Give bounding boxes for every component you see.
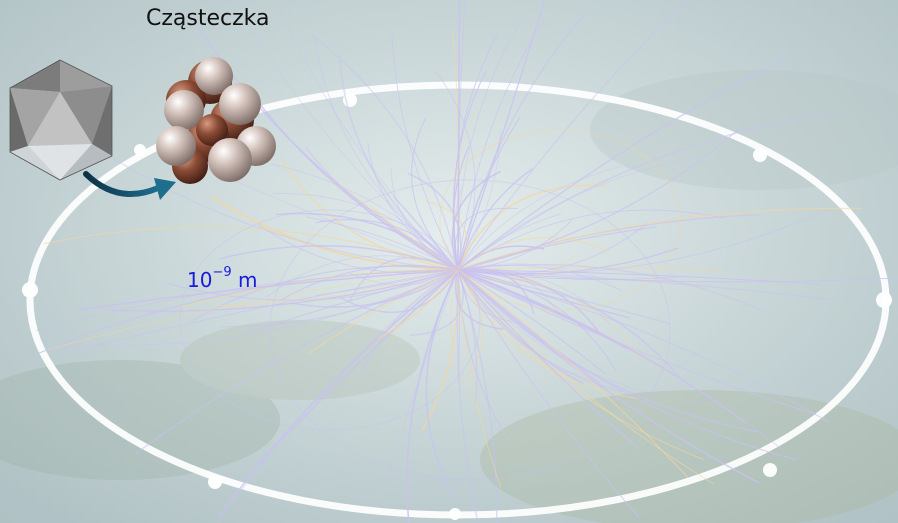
particle-track xyxy=(456,269,479,523)
particle-track xyxy=(457,266,724,271)
particle-track xyxy=(281,264,459,301)
particle-track xyxy=(425,269,459,498)
particle-track xyxy=(266,255,459,298)
particle-tracks xyxy=(34,0,898,523)
particle-track xyxy=(457,166,622,271)
particle-track xyxy=(457,269,640,518)
particle-track xyxy=(391,35,459,271)
particle-track xyxy=(457,268,535,314)
particle-track xyxy=(315,269,459,296)
particle-track xyxy=(457,269,606,374)
particle-track xyxy=(457,269,502,488)
particle-track xyxy=(457,269,584,385)
icosahedron-icon xyxy=(9,59,113,181)
particle-track xyxy=(457,269,630,319)
particle-track xyxy=(457,0,546,271)
particle-track xyxy=(179,269,459,309)
particle-track xyxy=(276,212,459,271)
particle-track xyxy=(191,17,459,271)
particle-track xyxy=(457,130,501,271)
particle-track xyxy=(457,247,679,275)
particle-track xyxy=(311,269,459,409)
particle-track xyxy=(245,84,459,271)
particle-track xyxy=(457,269,670,325)
particle-track xyxy=(457,269,689,479)
particle-track xyxy=(457,269,617,372)
scale-base: 10 xyxy=(187,268,213,292)
particle-track xyxy=(111,269,459,312)
particle-track xyxy=(454,207,518,271)
particle-track xyxy=(76,269,459,311)
particle-track xyxy=(457,269,601,384)
molecule-icon xyxy=(156,57,276,184)
particle-track xyxy=(457,58,786,271)
particle-track xyxy=(457,111,839,271)
particle-track xyxy=(43,226,459,271)
particle-track-loop xyxy=(439,129,681,311)
particle-track xyxy=(69,269,459,353)
particle-track xyxy=(218,269,459,518)
molecule-title: Cząsteczka xyxy=(146,6,270,31)
particle-track xyxy=(457,128,740,271)
particle-track xyxy=(36,269,459,332)
particle-track xyxy=(290,269,459,308)
particle-track-loop xyxy=(179,209,481,431)
particle-track-loop xyxy=(269,179,671,481)
particle-track xyxy=(78,135,459,271)
particle-track xyxy=(68,269,459,346)
particle-track xyxy=(421,269,460,431)
particle-track xyxy=(275,0,459,271)
particle-track xyxy=(453,32,499,271)
landscape-patches xyxy=(0,70,898,523)
particle-track xyxy=(380,269,459,498)
particle-track xyxy=(378,269,459,339)
particle-track xyxy=(454,269,504,331)
particle-track xyxy=(135,269,459,455)
particle-track xyxy=(166,269,459,301)
ring-stations xyxy=(22,93,892,520)
particle-track xyxy=(425,200,468,271)
particle-track xyxy=(457,19,523,271)
particle-track xyxy=(457,269,640,450)
particle-track xyxy=(457,263,763,312)
particle-track xyxy=(308,32,459,271)
particle-track xyxy=(348,257,459,303)
curved-arrow-icon xyxy=(83,171,176,200)
particle-track xyxy=(457,269,461,378)
particle-track xyxy=(281,160,459,271)
particle-track xyxy=(457,184,606,271)
particle-track xyxy=(457,207,862,271)
particle-track xyxy=(457,269,796,461)
particle-track xyxy=(457,209,828,274)
particle-track xyxy=(457,19,545,271)
particle-track xyxy=(411,117,459,271)
particle-track xyxy=(257,269,459,465)
particle-track xyxy=(457,117,521,271)
scale-unit: m xyxy=(237,268,258,292)
particle-track xyxy=(457,168,533,271)
scale-label: 10−9 m xyxy=(187,265,258,292)
particle-track xyxy=(457,0,688,271)
particle-track xyxy=(307,269,459,355)
particle-track xyxy=(457,269,784,451)
scale-exponent: −9 xyxy=(212,265,232,281)
particle-track xyxy=(457,269,478,404)
particle-track xyxy=(47,269,459,350)
particle-track xyxy=(457,269,683,381)
particle-track xyxy=(211,195,459,271)
particle-track xyxy=(457,11,587,271)
